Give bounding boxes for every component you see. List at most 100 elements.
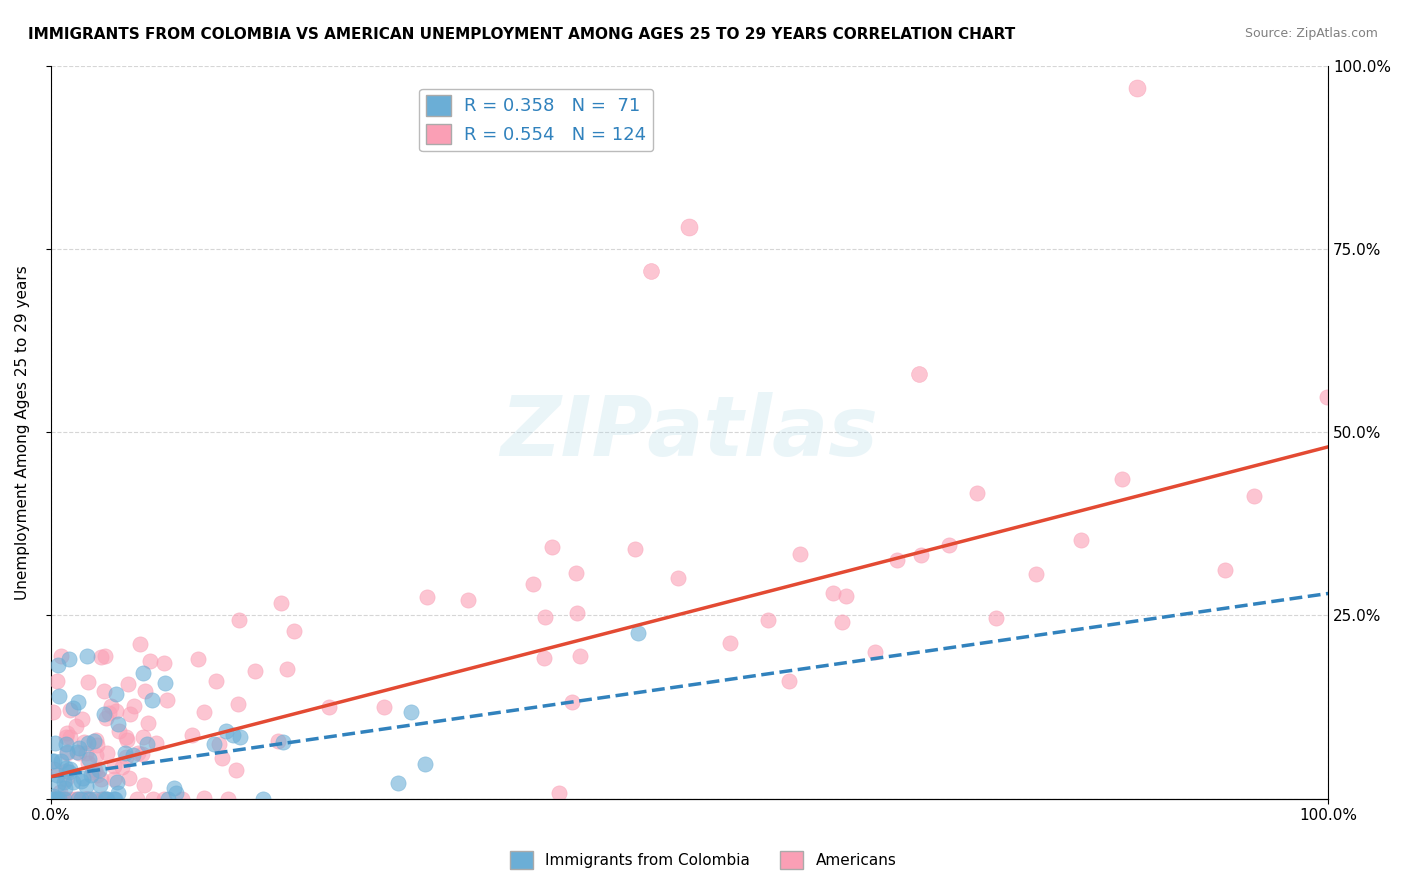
Point	[49, 754, 72, 768]
Point	[127, 791, 149, 805]
Point	[72, 712, 94, 726]
Point	[193, 705, 215, 719]
Point	[457, 592, 479, 607]
Point	[97, 706, 120, 721]
Point	[93, 791, 115, 805]
Point	[65, 719, 87, 733]
Point	[561, 695, 583, 709]
Point	[205, 673, 228, 688]
Point	[1316, 390, 1339, 404]
Point	[534, 610, 557, 624]
Point	[46, 657, 69, 672]
Point	[93, 684, 115, 698]
Point	[105, 687, 128, 701]
Point	[66, 791, 89, 805]
Point	[53, 781, 76, 796]
Point	[318, 700, 340, 714]
Point	[45, 791, 67, 805]
Point	[83, 734, 105, 748]
Point	[165, 786, 187, 800]
Point	[1111, 472, 1133, 486]
Point	[63, 791, 86, 805]
Point	[87, 763, 110, 777]
Point	[79, 791, 101, 805]
Point	[56, 726, 79, 740]
Point	[76, 791, 98, 805]
Point	[835, 589, 858, 603]
Point	[58, 764, 80, 779]
Point	[41, 791, 63, 805]
Text: IMMIGRANTS FROM COLOMBIA VS AMERICAN UNEMPLOYMENT AMONG AGES 25 TO 29 YEARS CORR: IMMIGRANTS FROM COLOMBIA VS AMERICAN UNE…	[28, 27, 1015, 42]
Point	[62, 701, 84, 715]
Point	[41, 789, 63, 803]
Point	[107, 716, 129, 731]
Point	[59, 703, 82, 717]
Point	[44, 791, 66, 805]
Point	[217, 791, 239, 805]
Point	[82, 791, 104, 805]
Point	[170, 791, 193, 805]
Point	[84, 791, 107, 805]
Point	[134, 779, 156, 793]
Point	[73, 735, 96, 749]
Point	[1243, 489, 1265, 503]
Point	[127, 747, 149, 761]
Point	[132, 730, 155, 744]
Point	[69, 791, 91, 805]
Point	[46, 768, 69, 782]
Point	[136, 715, 159, 730]
Point	[180, 728, 202, 742]
Point	[55, 730, 77, 744]
Point	[226, 697, 249, 711]
Point	[547, 786, 569, 800]
Point	[86, 768, 108, 782]
Point	[67, 791, 90, 805]
Point	[153, 791, 176, 805]
Point	[59, 730, 82, 744]
Point	[104, 704, 127, 718]
Point	[131, 666, 153, 681]
Point	[908, 367, 931, 381]
Point	[568, 649, 591, 664]
Point	[93, 707, 115, 722]
Point	[245, 664, 267, 678]
Point	[75, 779, 97, 793]
Point	[76, 791, 98, 805]
Point	[55, 772, 77, 787]
Point	[141, 693, 163, 707]
Point	[984, 611, 1007, 625]
Point	[142, 791, 165, 805]
Point	[115, 730, 138, 744]
Point	[62, 775, 84, 789]
Point	[82, 765, 104, 780]
Point	[90, 649, 112, 664]
Point	[75, 791, 97, 805]
Point	[156, 693, 179, 707]
Point	[80, 768, 103, 782]
Point	[94, 791, 117, 805]
Point	[283, 624, 305, 638]
Point	[84, 763, 107, 777]
Point	[67, 695, 90, 709]
Point	[910, 548, 932, 562]
Point	[107, 786, 129, 800]
Point	[46, 673, 69, 688]
Point	[66, 745, 89, 759]
Point	[865, 645, 887, 659]
Point	[53, 791, 76, 805]
Point	[533, 651, 555, 665]
Point	[222, 728, 245, 742]
Point	[139, 654, 162, 668]
Point	[44, 763, 66, 777]
Point	[565, 566, 588, 580]
Point	[831, 615, 853, 630]
Point	[270, 596, 292, 610]
Point	[58, 652, 80, 666]
Point	[103, 772, 125, 786]
Point	[267, 734, 290, 748]
Legend: R = 0.358   N =  71, R = 0.554   N = 124: R = 0.358 N = 71, R = 0.554 N = 124	[419, 88, 654, 151]
Point	[46, 777, 69, 791]
Point	[789, 547, 811, 561]
Point	[114, 746, 136, 760]
Point	[522, 576, 544, 591]
